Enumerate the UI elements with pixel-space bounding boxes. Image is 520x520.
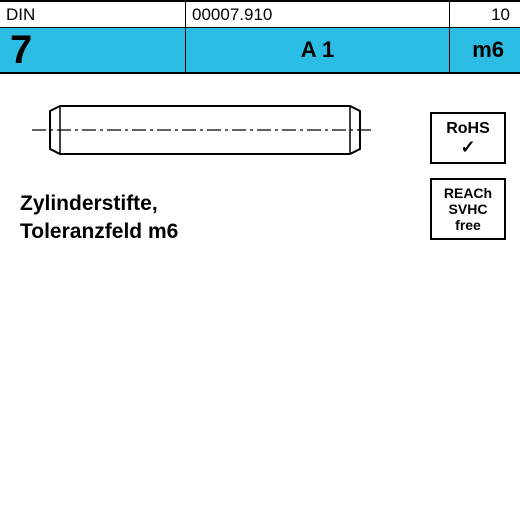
tolerance-class: m6	[472, 37, 514, 63]
cell-revision: 10	[450, 2, 520, 27]
material-code: A 1	[301, 37, 334, 63]
reach-line-2: SVHC	[449, 201, 488, 217]
cell-tolerance: m6	[450, 28, 520, 72]
cell-standard-label: DIN	[0, 2, 186, 27]
reach-line-3: free	[455, 217, 481, 233]
pin-svg	[20, 100, 380, 160]
title-line-1: Zylinderstifte,	[20, 190, 178, 218]
cell-material: A 1	[186, 28, 450, 72]
title-block: Zylinderstifte, Toleranzfeld m6	[20, 190, 178, 247]
cell-standard-number: 7	[0, 28, 186, 72]
article-number: 00007.910	[192, 5, 272, 25]
standard-label: DIN	[6, 5, 35, 25]
rohs-label: RoHS	[446, 120, 490, 138]
reach-line-1: REACh	[444, 185, 492, 201]
pin-drawing	[20, 100, 380, 160]
check-icon: ✓	[460, 138, 475, 156]
revision: 10	[491, 5, 510, 25]
title-line-2: Toleranzfeld m6	[20, 218, 178, 246]
reach-badge: REACh SVHC free	[430, 178, 506, 240]
standard-number: 7	[6, 30, 32, 70]
rohs-badge: RoHS ✓	[430, 112, 506, 164]
header-row-1: DIN 00007.910 10	[0, 0, 520, 28]
header-row-2: 7 A 1 m6	[0, 28, 520, 74]
cell-article-number: 00007.910	[186, 2, 450, 27]
